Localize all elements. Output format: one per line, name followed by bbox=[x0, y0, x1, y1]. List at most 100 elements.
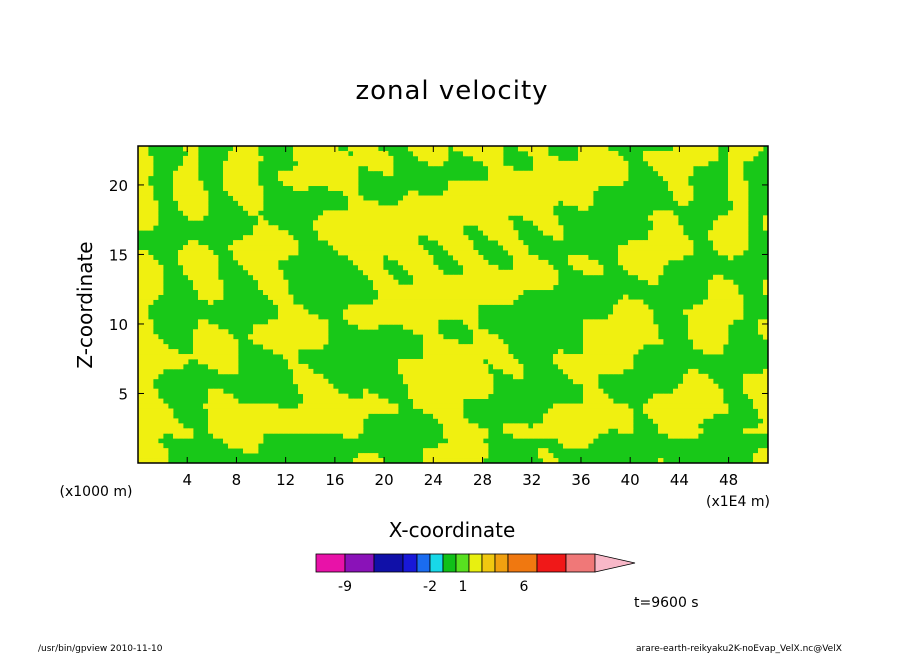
positive-region-cell bbox=[723, 289, 729, 295]
positive-region-cell bbox=[138, 185, 144, 191]
positive-region-cell bbox=[438, 393, 444, 400]
positive-region-cell bbox=[198, 284, 204, 291]
positive-region-cell bbox=[463, 423, 469, 429]
positive-region-cell bbox=[558, 358, 564, 365]
positive-region-cell bbox=[673, 225, 679, 231]
positive-region-cell bbox=[618, 344, 624, 350]
positive-region-cell bbox=[443, 220, 449, 226]
positive-region-cell bbox=[518, 250, 524, 256]
positive-region-cell bbox=[238, 413, 244, 419]
positive-region-cell bbox=[408, 383, 414, 390]
positive-region-cell bbox=[408, 393, 414, 400]
positive-region-cell bbox=[763, 324, 768, 330]
positive-region-cell bbox=[313, 423, 319, 429]
positive-region-cell bbox=[403, 284, 409, 291]
positive-region-cell bbox=[468, 215, 474, 221]
positive-region-cell bbox=[198, 245, 204, 251]
positive-region-cell bbox=[553, 180, 559, 187]
positive-region-cell bbox=[268, 269, 274, 276]
positive-region-cell bbox=[428, 150, 434, 157]
positive-region-cell bbox=[148, 225, 154, 231]
positive-region-cell bbox=[463, 344, 469, 350]
positive-region-cell bbox=[738, 304, 744, 310]
positive-region-cell bbox=[488, 190, 494, 196]
positive-region-cell bbox=[648, 324, 654, 330]
positive-region-cell bbox=[428, 363, 434, 370]
positive-region-cell bbox=[393, 284, 399, 291]
positive-region-cell bbox=[453, 200, 459, 206]
positive-region-cell bbox=[523, 250, 529, 256]
positive-region-cell bbox=[738, 180, 744, 187]
positive-region-cell bbox=[323, 329, 329, 335]
positive-region-cell bbox=[643, 254, 649, 261]
positive-region-cell bbox=[508, 235, 514, 241]
positive-region-cell bbox=[238, 195, 244, 201]
positive-region-cell bbox=[273, 403, 279, 409]
positive-region-cell bbox=[703, 299, 709, 305]
positive-region-cell bbox=[663, 230, 669, 236]
positive-region-cell bbox=[248, 170, 254, 177]
positive-region-cell bbox=[568, 259, 574, 266]
positive-region-cell bbox=[743, 235, 749, 241]
positive-region-cell bbox=[433, 274, 439, 281]
positive-region-cell bbox=[638, 250, 644, 256]
positive-region-cell bbox=[708, 378, 714, 385]
positive-region-cell bbox=[288, 170, 294, 177]
positive-region-cell bbox=[543, 185, 549, 191]
positive-region-cell bbox=[628, 269, 634, 276]
positive-region-cell bbox=[513, 279, 519, 286]
positive-region-cell bbox=[193, 160, 199, 167]
positive-region-cell bbox=[598, 319, 604, 325]
positive-region-cell bbox=[663, 165, 669, 172]
positive-region-cell bbox=[213, 354, 219, 360]
positive-region-cell bbox=[468, 240, 474, 246]
positive-region-cell bbox=[358, 413, 364, 419]
positive-region-cell bbox=[463, 319, 469, 325]
positive-region-cell bbox=[413, 309, 419, 315]
colorbar-swatch bbox=[373, 553, 404, 573]
positive-region-cell bbox=[583, 146, 589, 152]
positive-region-cell bbox=[363, 146, 369, 152]
positive-region-cell bbox=[208, 388, 214, 395]
positive-region-cell bbox=[418, 388, 424, 395]
positive-region-cell bbox=[533, 274, 539, 281]
positive-region-cell bbox=[158, 423, 164, 429]
positive-region-cell bbox=[483, 269, 489, 276]
positive-region-cell bbox=[443, 245, 449, 251]
positive-region-cell bbox=[668, 160, 674, 167]
positive-region-cell bbox=[653, 274, 659, 281]
positive-region-cell bbox=[368, 250, 374, 256]
positive-region-cell bbox=[603, 368, 609, 375]
positive-region-cell bbox=[313, 428, 319, 434]
positive-region-cell bbox=[763, 378, 768, 385]
positive-region-cell bbox=[718, 294, 724, 300]
positive-region-cell bbox=[438, 344, 444, 350]
positive-region-cell bbox=[658, 269, 664, 276]
positive-region-cell bbox=[373, 235, 379, 241]
positive-region-cell bbox=[443, 433, 449, 439]
positive-region-cell bbox=[153, 393, 159, 400]
positive-region-cell bbox=[693, 388, 699, 395]
positive-region-cell bbox=[468, 150, 474, 157]
positive-region-cell bbox=[288, 408, 294, 414]
positive-region-cell bbox=[753, 150, 759, 157]
positive-region-cell bbox=[463, 299, 469, 305]
positive-region-cell bbox=[763, 383, 768, 390]
positive-region-cell bbox=[433, 324, 439, 330]
positive-region-cell bbox=[193, 240, 199, 246]
positive-region-cell bbox=[503, 235, 509, 241]
positive-region-cell bbox=[278, 170, 284, 177]
positive-region-cell bbox=[138, 378, 144, 385]
positive-region-cell bbox=[643, 309, 649, 315]
positive-region-cell bbox=[388, 254, 394, 261]
positive-region-cell bbox=[523, 170, 529, 177]
positive-region-cell bbox=[503, 344, 509, 350]
positive-region-cell bbox=[568, 408, 574, 414]
positive-region-cell bbox=[603, 403, 609, 409]
positive-region-cell bbox=[413, 269, 419, 276]
positive-region-cell bbox=[423, 254, 429, 261]
positive-region-cell bbox=[488, 165, 494, 172]
positive-region-cell bbox=[613, 150, 619, 157]
positive-region-cell bbox=[438, 354, 444, 360]
positive-region-cell bbox=[273, 230, 279, 236]
